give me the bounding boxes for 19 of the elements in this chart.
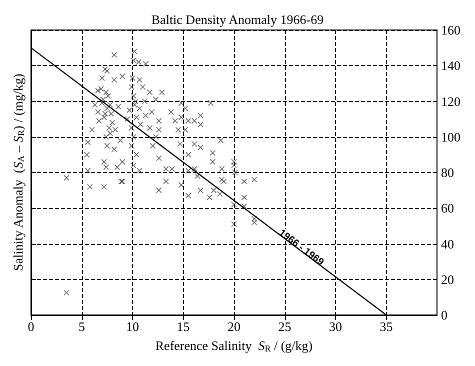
- x-tick-label: 0: [28, 319, 34, 334]
- y-tick-label: 40: [441, 236, 454, 252]
- y-tick-label: 160: [441, 22, 460, 38]
- x-tick-label: 35: [380, 319, 393, 334]
- chart-title: Baltic Density Anomaly 1966-69: [151, 12, 324, 27]
- y-tick-label: 60: [441, 200, 454, 216]
- x-tick-label: 5: [78, 319, 85, 334]
- y-axis-title: Salinity Anomaly (SA – SR) / (mg/kg): [10, 74, 26, 272]
- y-tick-label: 80: [441, 165, 454, 180]
- x-tick-label: 10: [126, 319, 139, 334]
- y-tick-label: 140: [441, 58, 460, 74]
- x-tick-label: 20: [228, 319, 240, 334]
- x-tick-label: 30: [329, 319, 342, 334]
- y-tick-label: 20: [441, 272, 454, 287]
- y-tick-label: 100: [441, 129, 460, 144]
- y-tick-label: 0: [441, 308, 448, 322]
- x-tick-label: 25: [278, 319, 292, 334]
- x-tick-label: 15: [176, 319, 190, 334]
- y-tick-label: 120: [441, 94, 460, 109]
